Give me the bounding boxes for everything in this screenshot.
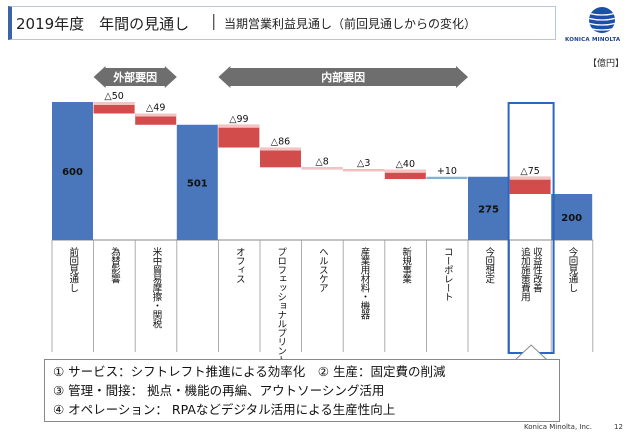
bar-increase: [426, 176, 468, 180]
unit-label: 【億円】: [588, 59, 625, 69]
footer-company: Konica Minolta, Inc.: [524, 423, 592, 431]
category-tick-label: プロフェッショナルプリント: [275, 247, 287, 364]
bar-delta-label: △75: [520, 166, 539, 177]
bar-delta-label: △50: [104, 91, 123, 102]
bar-decrease: [135, 113, 177, 125]
category-tick-label: 収益性改善: [531, 246, 543, 293]
category-tick-label: 為替影響: [109, 246, 121, 284]
category-tick-label: 新規事業: [400, 246, 412, 284]
bar-decrease: [93, 102, 135, 114]
notes-box: ① サービス：シフトレフト推進による効率化 ② 生産：固定費の削減 ③ 管理・間…: [44, 359, 560, 422]
category-tick-label: 米中貿易摩擦・関税: [151, 246, 163, 329]
bar-decrease-highlight: [135, 113, 177, 117]
bar-decrease-highlight: [509, 176, 551, 180]
category-tick-label: 今回想定: [483, 246, 495, 284]
external-factors-arrow: [93, 66, 177, 88]
bar-decrease: [509, 176, 551, 194]
page-number: 12: [614, 423, 623, 431]
bar-delta-label: △40: [396, 159, 415, 170]
bar-value-label: 200: [561, 213, 582, 224]
bar-total: [551, 194, 593, 240]
external-factors-arrow-label: 外部要因: [112, 70, 157, 84]
note-line: ③ 管理・間接： 拠点・機能の再編、アウトソーシング活用: [53, 383, 385, 398]
internal-factors-arrow-label: 内部要因: [321, 70, 365, 84]
bar-delta-label: +10: [437, 166, 457, 177]
bar-decrease: [218, 124, 260, 148]
bar-delta-label: △8: [315, 156, 328, 167]
category-tick-label: 前回見通し: [67, 246, 79, 292]
bar-decrease-highlight: [218, 124, 260, 128]
internal-factors-arrow: [218, 66, 468, 88]
bar-total: [52, 102, 93, 240]
bar-decrease-highlight: [93, 102, 135, 105]
category-tick-label: 産業用材料・機器: [359, 246, 371, 319]
bar-total: [468, 176, 509, 240]
category-tick-label: 今回見通し: [567, 246, 579, 292]
title-separator: |: [211, 11, 217, 30]
brand-wordmark: KONICA MINOLTA: [565, 37, 621, 43]
slide-header: 2019年度 年間の見通し | 当期営業利益見通し（前回見通しからの変化） KO…: [0, 0, 640, 52]
note-line: ④ オペレーション： RPAなどデジタル活用による生産性向上: [53, 402, 396, 417]
highlight-frame: [507, 102, 555, 354]
bar-value-label: 275: [478, 204, 499, 215]
bar-delta-label: △99: [229, 114, 248, 125]
bar-decrease-highlight: [301, 167, 343, 170]
category-tick-label: オフィス: [234, 247, 246, 283]
bar-delta-label: △3: [357, 158, 370, 169]
page-subtitle: 当期営業利益見通し（前回見通しからの変化）: [224, 17, 477, 31]
bar-decrease-highlight: [260, 147, 301, 151]
bar-value-label: 600: [62, 167, 83, 178]
konica-minolta-logo-icon: [589, 7, 615, 33]
bar-decrease-highlight: [343, 169, 385, 172]
bar-delta-label: △49: [146, 103, 165, 114]
category-tick-label: ヘルスケア: [317, 247, 329, 292]
note-line: ① サービス：シフトレフト推進による効率化 ② 生産：固定費の削減: [53, 364, 446, 379]
category-tick-label: 追加施策費用: [519, 246, 531, 302]
bar-delta-label: △86: [271, 137, 290, 148]
title-box: [8, 6, 556, 40]
bar-decrease: [384, 169, 426, 180]
category-tick-label: コーポレート: [442, 247, 454, 301]
bar-decrease-highlight: [384, 169, 426, 173]
bar-value-label: 501: [187, 178, 208, 189]
bar-total: [176, 124, 218, 240]
page-title: 2019年度 年間の見通し: [16, 15, 190, 33]
bar-decrease: [260, 147, 301, 168]
